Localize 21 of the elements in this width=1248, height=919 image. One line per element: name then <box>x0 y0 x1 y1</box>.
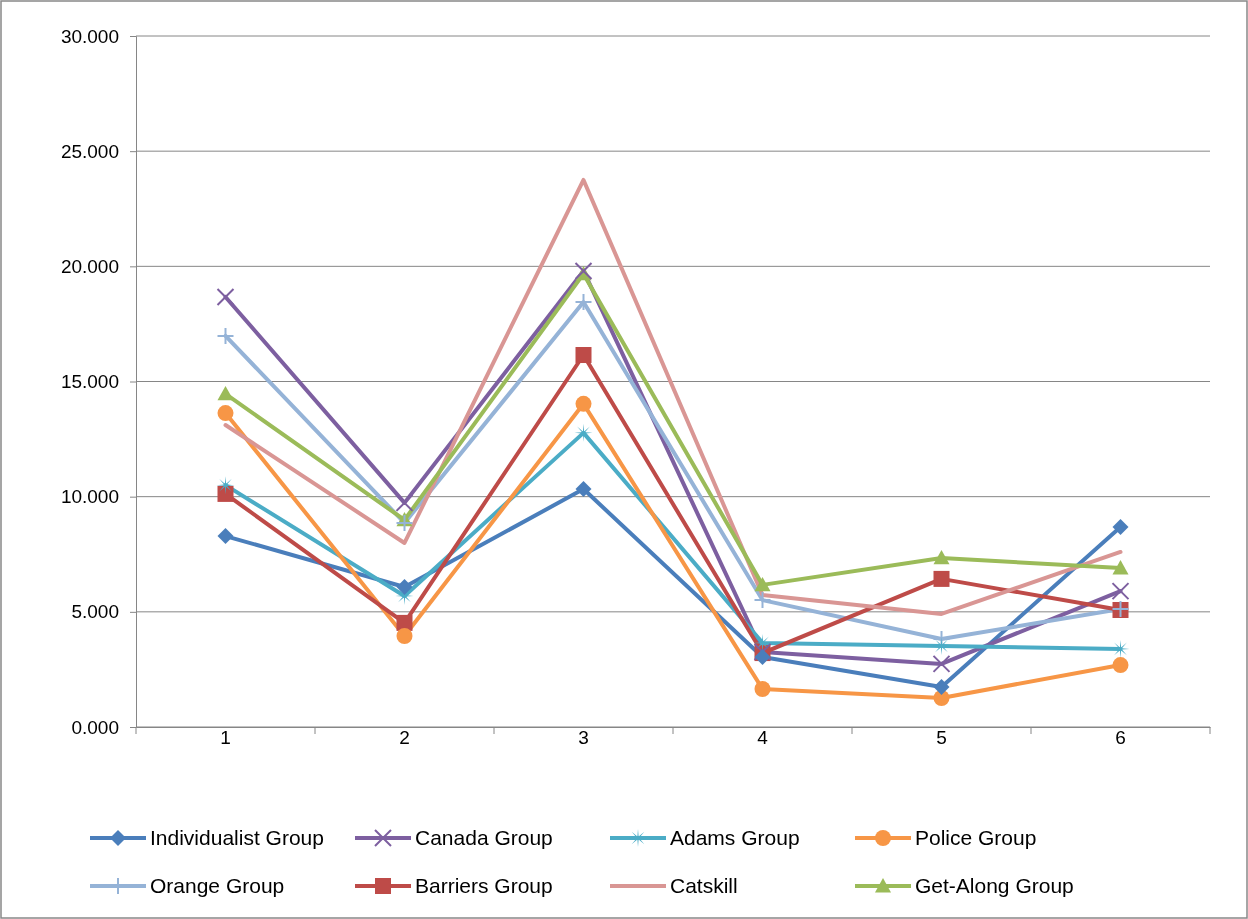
legend-label: Canada Group <box>415 826 553 849</box>
x-tick-label: 4 <box>757 727 769 748</box>
legend-label: Orange Group <box>150 874 285 897</box>
y-tick-label: 10.000 <box>60 486 119 508</box>
legend-label: Adams Group <box>670 826 800 849</box>
x-tick-label: 3 <box>578 727 589 748</box>
y-tick-label: 15.000 <box>60 371 119 393</box>
legend-label: Police Group <box>915 826 1037 849</box>
x-tick-label: 5 <box>936 727 947 748</box>
x-tick-label: 6 <box>1115 727 1126 748</box>
legend-label: Catskill <box>670 874 738 897</box>
legend-label: Barriers Group <box>415 874 553 897</box>
x-tick-label: 1 <box>220 727 231 748</box>
legend-label: Get-Along Group <box>915 874 1074 897</box>
y-tick-label: 0.000 <box>71 716 119 738</box>
x-tick-label: 2 <box>399 727 410 748</box>
y-tick-label: 30.000 <box>60 25 119 47</box>
legend-label: Individualist Group <box>150 826 324 849</box>
y-tick-label: 20.000 <box>60 255 119 277</box>
y-tick-label: 5.000 <box>71 601 119 623</box>
y-tick-label: 25.000 <box>60 140 119 162</box>
